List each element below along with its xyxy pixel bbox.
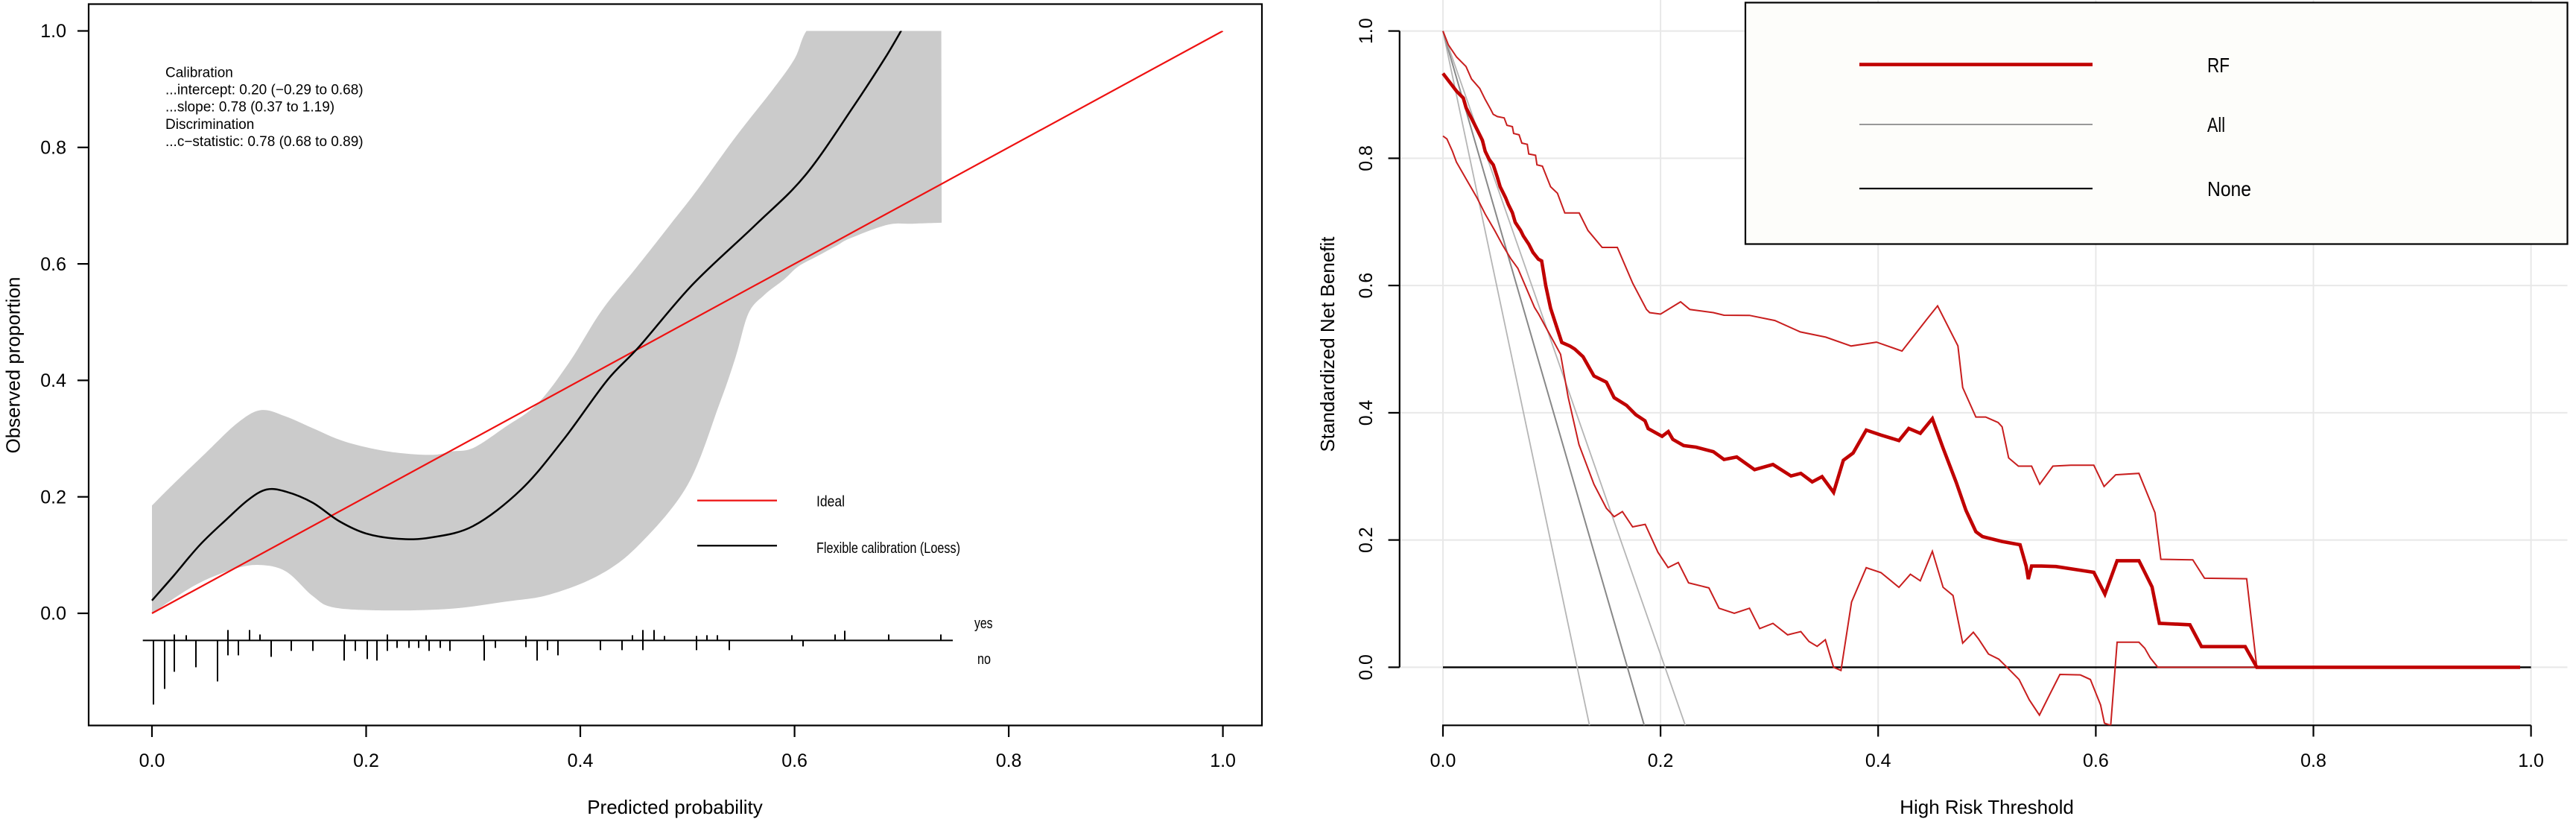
svg-text:...slope: 0.78 (0.37 to 1.19): ...slope: 0.78 (0.37 to 1.19) (165, 100, 334, 116)
svg-text:0.2: 0.2 (1356, 527, 1377, 553)
svg-text:0.0: 0.0 (139, 750, 165, 771)
svg-text:1.0: 1.0 (40, 21, 66, 42)
svg-text:0.2: 0.2 (1648, 750, 1674, 771)
svg-text:0.0: 0.0 (1430, 750, 1456, 771)
svg-text:0.6: 0.6 (781, 750, 808, 771)
svg-text:0.6: 0.6 (40, 254, 66, 275)
svg-text:0.4: 0.4 (568, 750, 594, 771)
svg-text:yes: yes (974, 616, 993, 632)
svg-text:...c−statistic: 0.78 (0.68 to: ...c−statistic: 0.78 (0.68 to 0.89) (165, 134, 364, 150)
svg-text:Ideal: Ideal (816, 494, 845, 510)
svg-text:1.0: 1.0 (1210, 750, 1236, 771)
svg-text:All: All (2207, 113, 2225, 136)
svg-text:0.4: 0.4 (1356, 399, 1377, 426)
svg-text:Calibration: Calibration (165, 66, 233, 81)
svg-text:Standardized Net Benefit: Standardized Net Benefit (1316, 236, 1339, 452)
svg-text:0.6: 0.6 (1356, 273, 1377, 299)
svg-text:0.8: 0.8 (1356, 145, 1377, 171)
svg-text:RF: RF (2207, 54, 2230, 77)
svg-text:0.8: 0.8 (2300, 750, 2326, 771)
svg-text:1.0: 1.0 (2518, 750, 2544, 771)
svg-text:0.4: 0.4 (1865, 750, 1891, 771)
svg-text:High Risk Threshold: High Risk Threshold (1900, 796, 2074, 818)
svg-text:no: no (977, 651, 991, 668)
svg-text:0.0: 0.0 (1356, 654, 1377, 680)
svg-text:0.6: 0.6 (2083, 750, 2109, 771)
svg-text:0.8: 0.8 (996, 750, 1022, 771)
svg-text:...intercept: 0.20 (−0.29 to 0: ...intercept: 0.20 (−0.29 to 0.68) (165, 83, 364, 98)
svg-text:1.0: 1.0 (1356, 18, 1377, 44)
svg-text:0.8: 0.8 (40, 138, 66, 159)
svg-text:Flexible calibration (Loess): Flexible calibration (Loess) (816, 540, 960, 557)
svg-text:Observed proportion: Observed proportion (2, 276, 25, 453)
svg-text:0.4: 0.4 (40, 370, 66, 391)
svg-text:Discrimination: Discrimination (165, 117, 254, 133)
svg-text:0.2: 0.2 (40, 487, 66, 507)
svg-text:0.0: 0.0 (40, 604, 66, 624)
svg-text:0.2: 0.2 (353, 750, 379, 771)
svg-text:None: None (2207, 177, 2251, 200)
svg-text:Predicted probability: Predicted probability (587, 796, 763, 818)
